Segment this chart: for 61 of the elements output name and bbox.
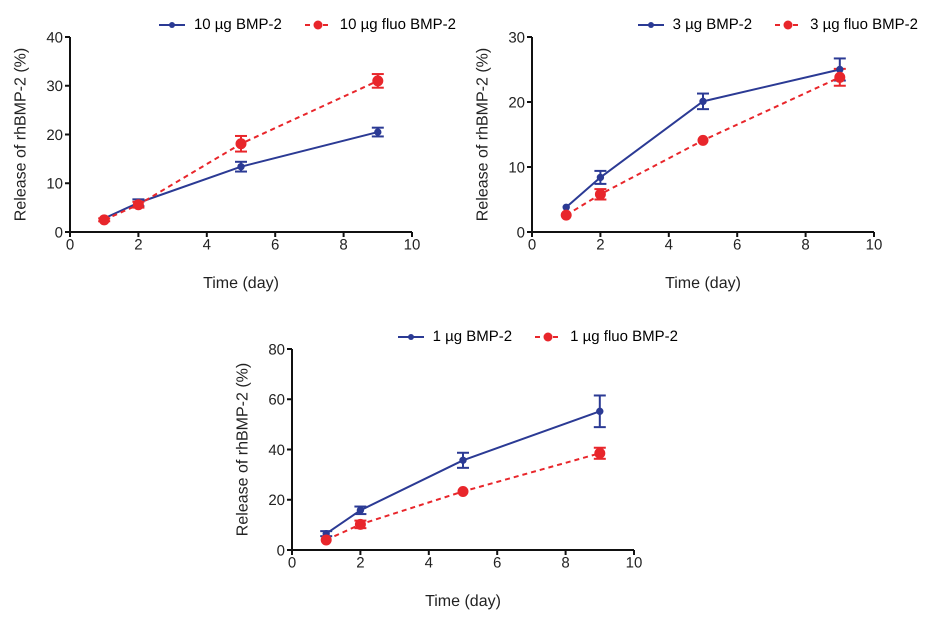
point: [834, 72, 846, 83]
x-tick-label: 8: [561, 554, 570, 572]
y-tick-label: 60: [268, 392, 285, 409]
y-tick-label: 0: [276, 542, 285, 560]
x-tick-label: 10: [866, 236, 882, 254]
point: [374, 128, 382, 136]
point: [596, 174, 604, 182]
x-axis-title: Time (day): [203, 275, 279, 292]
point: [698, 134, 708, 146]
y-tick-label: 10: [508, 159, 525, 176]
x-tick-label: 0: [528, 236, 536, 254]
point: [236, 138, 246, 150]
legend-label: 1 µg fluo BMP-2: [570, 328, 678, 345]
x-axis-title: Time (day): [665, 275, 741, 292]
y-tick-label: 30: [508, 29, 525, 46]
legend-label: 1 µg BMP-2: [432, 328, 512, 345]
x-tick-label: 0: [288, 554, 296, 572]
point: [699, 98, 707, 106]
y-tick-label: 0: [54, 224, 63, 242]
y-tick-label: 80: [268, 341, 285, 358]
point: [836, 66, 844, 74]
y-tick-label: 20: [46, 126, 63, 144]
x-tick-label: 10: [626, 554, 642, 572]
x-tick-label: 6: [493, 554, 502, 572]
x-tick-label: 6: [271, 236, 280, 254]
x-tick-label: 2: [134, 236, 143, 254]
point: [560, 210, 572, 221]
x-tick-label: 8: [339, 236, 348, 254]
x-tick-label: 2: [596, 236, 605, 254]
point: [458, 486, 468, 497]
y-tick-label: 20: [508, 94, 525, 112]
point: [562, 204, 570, 211]
y-tick-label: 10: [46, 176, 63, 193]
x-tick-label: 6: [733, 236, 742, 254]
point: [372, 75, 384, 86]
point: [320, 534, 332, 546]
x-axis-title: Time (day): [425, 593, 501, 610]
legend-label: 10 µg fluo BMP-2: [340, 16, 456, 33]
x-tick-label: 10: [404, 236, 420, 254]
point: [459, 456, 467, 464]
legend-label: 3 µg BMP-2: [672, 16, 752, 33]
y-axis-title: Release of rhBMP-2 (%): [474, 48, 492, 222]
y-tick-label: 40: [268, 442, 285, 459]
x-tick-label: 0: [66, 236, 74, 254]
point: [237, 162, 245, 170]
x-tick-label: 2: [356, 554, 365, 572]
legend-label: 3 µg fluo BMP-2: [810, 16, 918, 33]
y-tick-label: 30: [46, 78, 63, 96]
point: [356, 506, 364, 514]
y-tick-label: 0: [516, 224, 525, 242]
y-axis-title: Release of rhBMP-2 (%): [234, 362, 252, 536]
legend-label: 10 µg BMP-2: [194, 16, 282, 33]
y-tick-label: 40: [46, 29, 63, 46]
y-axis-title: Release of rhBMP-2 (%): [12, 48, 30, 222]
x-tick-label: 8: [801, 236, 810, 254]
y-tick-label: 20: [268, 492, 285, 510]
x-tick-label: 4: [202, 236, 211, 254]
point: [98, 214, 110, 226]
x-tick-label: 4: [424, 554, 433, 572]
point: [596, 408, 604, 416]
x-tick-label: 4: [664, 236, 673, 254]
